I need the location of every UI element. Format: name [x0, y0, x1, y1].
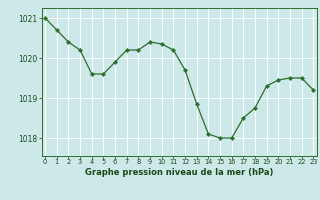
X-axis label: Graphe pression niveau de la mer (hPa): Graphe pression niveau de la mer (hPa) [85, 168, 273, 177]
